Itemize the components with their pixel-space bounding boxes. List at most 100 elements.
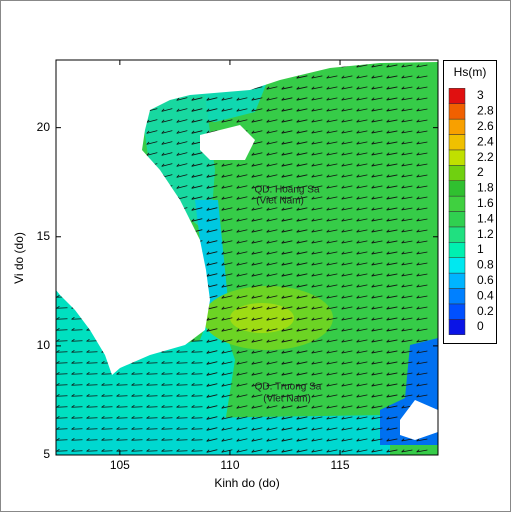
wave-arrow [356, 350, 368, 354]
wave-arrow [341, 75, 353, 79]
wave-arrow [311, 405, 323, 409]
wave-arrow [86, 393, 98, 397]
wave-arrow [281, 416, 293, 420]
wave-arrow [416, 240, 428, 244]
wave-arrow [326, 262, 338, 266]
wave-arrow [326, 394, 338, 398]
wave-arrow [71, 393, 83, 397]
wave-arrow [146, 426, 158, 430]
wave-arrow [371, 416, 383, 420]
colorbar-swatch [448, 226, 466, 243]
wave-arrow [326, 361, 338, 365]
wave-arrow [416, 207, 428, 211]
wave-arrow [161, 437, 173, 441]
wave-arrow [206, 119, 218, 123]
wave-arrow [341, 174, 353, 178]
wave-arrow [101, 393, 113, 397]
wave-arrow [266, 372, 278, 376]
wave-arrow [356, 372, 368, 376]
wave-arrow [221, 273, 233, 277]
wave-arrow [266, 185, 278, 189]
wave-arrow [221, 284, 233, 288]
colorbar-title: Hs(m) [454, 65, 487, 79]
wave-arrow [341, 207, 353, 211]
wave-arrow [236, 306, 248, 310]
wave-arrow [281, 86, 293, 90]
wave-arrow [56, 426, 68, 430]
wave-arrow [341, 218, 353, 222]
wave-arrow [326, 229, 338, 233]
wave-arrow [311, 108, 323, 112]
wave-arrow [236, 361, 248, 365]
wave-arrow [401, 284, 413, 288]
colorbar-label: 0.2 [477, 304, 494, 318]
wave-arrow [266, 207, 278, 211]
wave-arrow [416, 174, 428, 178]
wave-arrow [251, 174, 263, 178]
wave-arrow [266, 317, 278, 321]
wave-arrow [131, 448, 143, 452]
wave-arrow [326, 405, 338, 409]
wave-arrow [296, 163, 308, 167]
wave-arrow [131, 393, 143, 397]
wave-arrow [266, 273, 278, 277]
wave-arrow [401, 119, 413, 123]
colorbar-swatch [448, 303, 466, 320]
wave-arrow [176, 152, 188, 156]
wave-arrow [206, 251, 218, 255]
wave-arrow [386, 119, 398, 123]
wave-arrow [176, 174, 188, 178]
wave-arrow [161, 404, 173, 408]
wave-arrow [176, 415, 188, 419]
wave-arrow [326, 196, 338, 200]
wave-arrow [266, 427, 278, 431]
wave-arrow [236, 317, 248, 321]
wave-arrow [341, 449, 353, 453]
wave-arrow [101, 382, 113, 386]
wave-arrow [116, 426, 128, 430]
wave-arrow [341, 185, 353, 189]
wave-arrow [356, 328, 368, 332]
wave-arrow [251, 416, 263, 420]
wave-arrow [56, 360, 68, 364]
wave-arrow [281, 141, 293, 145]
wave-arrow [356, 251, 368, 255]
colorbar-label: 0 [477, 319, 484, 333]
wave-arrow [116, 382, 128, 386]
wave-arrow [386, 295, 398, 299]
wave-arrow [266, 119, 278, 123]
wave-arrow [116, 415, 128, 419]
wave-arrow [191, 360, 203, 364]
wave-arrow [371, 163, 383, 167]
wave-arrow [311, 141, 323, 145]
wave-arrow [191, 207, 203, 211]
y-tick-label: 20 [37, 120, 51, 134]
wave-arrow [206, 262, 218, 266]
wave-arrow [296, 372, 308, 376]
wave-arrow [371, 317, 383, 321]
wave-arrow [341, 251, 353, 255]
wave-arrow [221, 218, 233, 222]
wave-arrow [386, 372, 398, 376]
wave-arrow [236, 438, 248, 442]
wave-arrow [266, 218, 278, 222]
wave-arrow [161, 382, 173, 386]
wave-arrow [386, 174, 398, 178]
wave-arrow [386, 75, 398, 79]
wave-arrow [311, 350, 323, 354]
wave-arrow [266, 449, 278, 453]
wave-arrow [386, 185, 398, 189]
wave-arrow [356, 361, 368, 365]
wave-arrow [236, 405, 248, 409]
wave-arrow [386, 405, 398, 409]
wave-arrow [401, 361, 413, 365]
wave-arrow [86, 360, 98, 364]
wave-arrow [101, 437, 113, 441]
wave-arrow [176, 97, 188, 101]
y-tick-label: 10 [37, 338, 51, 352]
wave-arrow [386, 284, 398, 288]
wave-arrow [281, 251, 293, 255]
wave-arrow [296, 185, 308, 189]
wave-arrow [236, 262, 248, 266]
